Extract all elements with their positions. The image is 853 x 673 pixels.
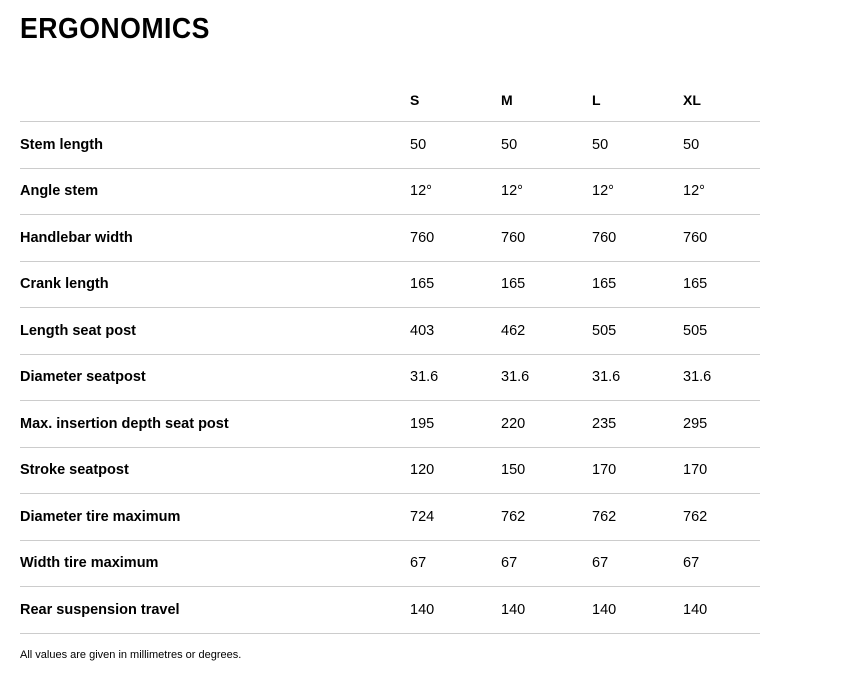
cell-value: 165 xyxy=(410,276,435,293)
cell-value: 724 xyxy=(410,508,435,525)
cell-value: 150 xyxy=(501,462,526,479)
cell-value: 170 xyxy=(683,462,708,479)
table-row: Angle stem 12° 12° 12° 12° xyxy=(20,169,760,215)
column-header-s: S xyxy=(410,91,420,108)
cell-value: 140 xyxy=(501,601,526,618)
table-row: Diameter seatpost 31.6 31.6 31.6 31.6 xyxy=(20,355,760,401)
cell-value: 235 xyxy=(592,415,617,432)
cell-value: 760 xyxy=(410,229,435,246)
cell-value: 67 xyxy=(501,555,518,572)
spec-table: S M L XL Stem length 50 50 50 50 Angle s… xyxy=(20,78,760,634)
cell-value: 170 xyxy=(592,462,617,479)
row-label: Crank length xyxy=(20,276,109,293)
table-row: Width tire maximum 67 67 67 67 xyxy=(20,541,760,587)
row-label: Stroke seatpost xyxy=(20,462,129,479)
row-label: Handlebar width xyxy=(20,229,133,246)
cell-value: 140 xyxy=(683,601,708,618)
cell-value: 760 xyxy=(501,229,526,246)
cell-value: 31.6 xyxy=(592,369,621,386)
table-row: Handlebar width 760 760 760 760 xyxy=(20,215,760,262)
cell-value: 760 xyxy=(592,229,617,246)
cell-value: 67 xyxy=(410,555,427,572)
table-header-row: S M L XL xyxy=(20,78,760,122)
cell-value: 50 xyxy=(410,136,427,153)
row-label: Length seat post xyxy=(20,322,137,339)
cell-value: 760 xyxy=(683,229,708,246)
table-row: Stem length 50 50 50 50 xyxy=(20,122,760,169)
row-label: Max. insertion depth seat post xyxy=(20,415,229,432)
cell-value: 762 xyxy=(592,508,617,525)
cell-value: 165 xyxy=(683,276,708,293)
row-label: Diameter seatpost xyxy=(20,369,146,386)
cell-value: 505 xyxy=(683,322,708,339)
cell-value: 50 xyxy=(683,136,700,153)
cell-value: 12° xyxy=(683,183,705,200)
cell-value: 120 xyxy=(410,462,435,479)
cell-value: 31.6 xyxy=(410,369,439,386)
cell-value: 140 xyxy=(410,601,435,618)
table-row: Max. insertion depth seat post 195 220 2… xyxy=(20,401,760,448)
cell-value: 462 xyxy=(501,322,526,339)
cell-value: 195 xyxy=(410,415,435,432)
table-row: Diameter tire maximum 724 762 762 762 xyxy=(20,494,760,541)
column-header-l: L xyxy=(592,91,601,108)
table-row: Length seat post 403 462 505 505 xyxy=(20,308,760,355)
column-header-xl: XL xyxy=(683,91,701,108)
row-label: Stem length xyxy=(20,136,103,153)
table-row: Rear suspension travel 140 140 140 140 xyxy=(20,587,760,634)
cell-value: 12° xyxy=(410,183,432,200)
cell-value: 50 xyxy=(501,136,518,153)
cell-value: 31.6 xyxy=(683,369,712,386)
row-label: Width tire maximum xyxy=(20,555,159,572)
page-title: ERGONOMICS xyxy=(20,13,210,45)
cell-value: 12° xyxy=(592,183,614,200)
table-row: Crank length 165 165 165 165 xyxy=(20,262,760,308)
cell-value: 220 xyxy=(501,415,526,432)
cell-value: 31.6 xyxy=(501,369,530,386)
row-label: Rear suspension travel xyxy=(20,601,180,618)
cell-value: 67 xyxy=(592,555,609,572)
column-header-m: M xyxy=(501,91,513,108)
cell-value: 505 xyxy=(592,322,617,339)
cell-value: 50 xyxy=(592,136,609,153)
cell-value: 67 xyxy=(683,555,700,572)
cell-value: 762 xyxy=(501,508,526,525)
cell-value: 12° xyxy=(501,183,523,200)
row-label: Diameter tire maximum xyxy=(20,508,181,525)
cell-value: 295 xyxy=(683,415,708,432)
cell-value: 762 xyxy=(683,508,708,525)
cell-value: 403 xyxy=(410,322,435,339)
footnote: All values are given in millimetres or d… xyxy=(20,648,242,661)
cell-value: 165 xyxy=(592,276,617,293)
row-label: Angle stem xyxy=(20,183,99,200)
table-row: Stroke seatpost 120 150 170 170 xyxy=(20,448,760,494)
cell-value: 165 xyxy=(501,276,526,293)
cell-value: 140 xyxy=(592,601,617,618)
